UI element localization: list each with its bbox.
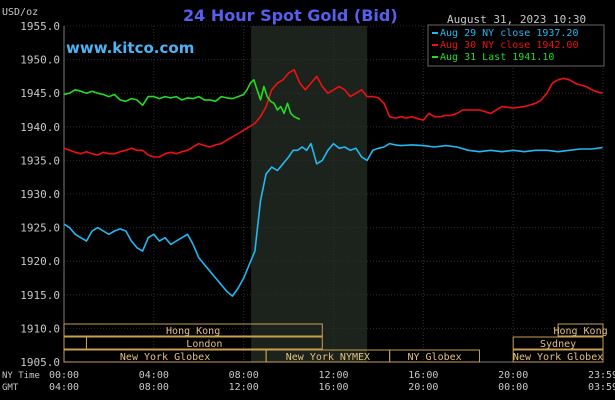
x-tick-label-ny: 23:59 [588, 370, 615, 381]
session-label: New York Globex [120, 352, 210, 363]
y-tick-label: 1945.0 [20, 87, 60, 100]
chart-title: 24 Hour Spot Gold (Bid) [183, 6, 398, 25]
session-label: Hong Kong [166, 326, 220, 337]
session-bar [557, 323, 604, 337]
session-label: Sydney [540, 339, 576, 350]
nymex-hours-highlight [251, 26, 368, 362]
session-bar [512, 336, 604, 350]
y-tick-label: 1925.0 [20, 222, 60, 235]
x-tick-label-gmt: 04:00 [49, 382, 79, 393]
x-axis-ticks: 00:0004:0004:0008:0008:0012:0012:0016:00… [49, 370, 615, 393]
y-tick-label: 1915.0 [20, 289, 60, 302]
session-bar [63, 323, 323, 337]
series-lines [63, 68, 603, 297]
x-tick-label-ny: 20:00 [498, 370, 528, 381]
market-sessions: Hong Kong Hong Kong London Sydney New York G… [63, 323, 608, 363]
legend-box [427, 24, 605, 67]
legend-entry: Aug 29 NY close 1937.20 [440, 28, 578, 39]
session-label: New York Globex [513, 352, 603, 363]
y-tick-label: 1930.0 [20, 188, 60, 201]
x-tick-label-ny: 16:00 [408, 370, 438, 381]
series-line-2 [63, 68, 603, 158]
y-tick-label: 1955.0 [20, 20, 60, 33]
session-label: Hong Kong [553, 326, 607, 337]
y-tick-label: 1920.0 [20, 255, 60, 268]
session-bar [85, 336, 323, 350]
brand-url: www.kitco.com [66, 39, 194, 57]
x-tick-label-gmt: 08:00 [139, 382, 169, 393]
series-line-3 [63, 79, 301, 121]
y-axis-label: USD/oz [2, 7, 38, 18]
y-tick-label: 1935.0 [20, 154, 60, 167]
legend-entry: Aug 31 Last 1941.10 [440, 52, 554, 63]
x-tick-label-gmt: 03:59 [588, 382, 615, 393]
y-tick-label: 1905.0 [20, 356, 60, 369]
session-label: NY Globex [407, 352, 461, 363]
x-tick-label-ny: 04:00 [139, 370, 169, 381]
date-label: August 31, 2023 10:30 [447, 13, 586, 26]
y-tick-label: 1910.0 [20, 322, 60, 335]
x-tick-label-gmt: 16:00 [318, 382, 348, 393]
x-tick-label-gmt: 20:00 [408, 382, 438, 393]
x-tick-label-gmt: 00:00 [498, 382, 528, 393]
y-tick-label: 1950.0 [20, 54, 60, 67]
x-tick-label-ny: 00:00 [49, 370, 79, 381]
y-axis-ticks: 1955.0 1950.0 1945.0 1940.0 1935.0 1930.0 1925… [20, 20, 60, 369]
y-tick-label: 1940.0 [20, 121, 60, 134]
x-axis-label-gmt: GMT [2, 383, 19, 393]
x-tick-label-ny: 12:00 [318, 370, 348, 381]
session-label: New York NYMEX [286, 352, 370, 363]
series-line-1 [63, 142, 603, 297]
legend-entry: Aug 30 NY close 1942.00 [440, 40, 578, 51]
x-tick-label-ny: 08:00 [229, 370, 259, 381]
x-axis-label-ny: NY Time [2, 371, 40, 381]
x-tick-label-gmt: 12:00 [229, 382, 259, 393]
session-bar [512, 349, 604, 363]
session-label: London [186, 339, 222, 350]
session-bar [389, 349, 480, 363]
